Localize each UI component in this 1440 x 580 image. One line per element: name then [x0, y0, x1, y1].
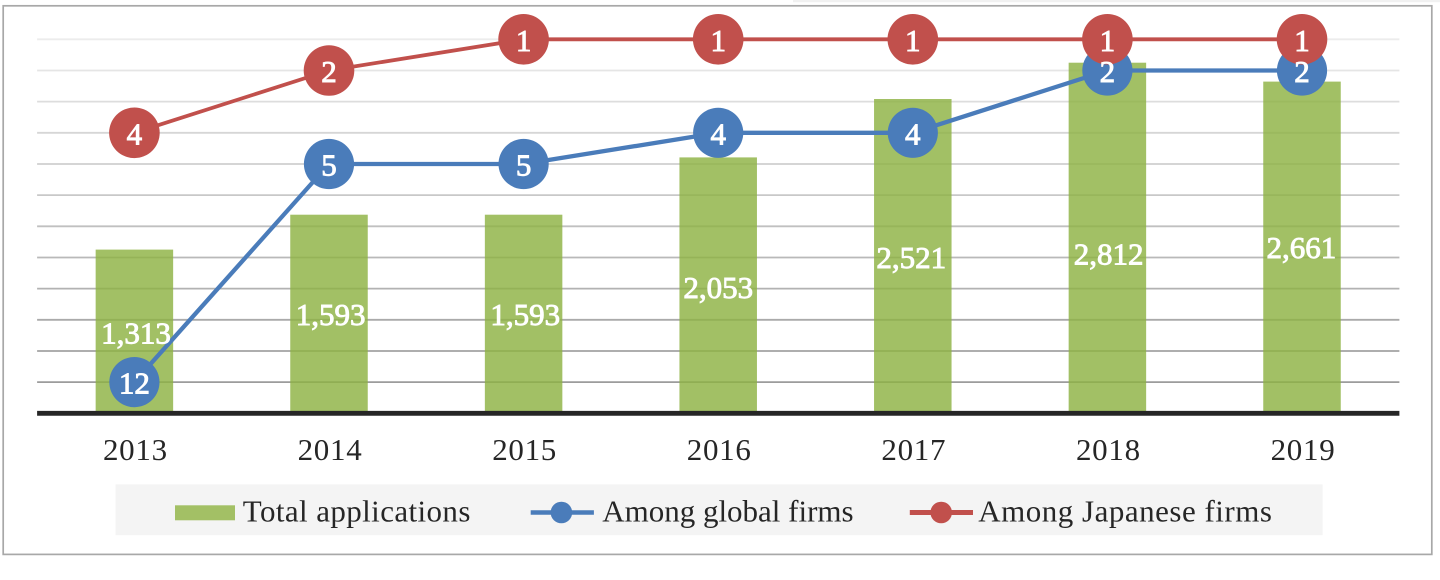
svg-text:2: 2 — [1100, 54, 1116, 89]
svg-text:1: 1 — [905, 23, 921, 58]
svg-text:1,313: 1,313 — [101, 316, 171, 351]
svg-text:2017: 2017 — [881, 432, 946, 467]
svg-text:1: 1 — [1100, 23, 1116, 58]
svg-text:2: 2 — [321, 54, 337, 89]
svg-text:2013: 2013 — [103, 432, 168, 467]
svg-text:1: 1 — [710, 23, 726, 58]
svg-text:1: 1 — [516, 23, 532, 58]
svg-text:2016: 2016 — [687, 432, 752, 467]
svg-text:2,053: 2,053 — [683, 270, 753, 305]
svg-text:1,593: 1,593 — [296, 297, 366, 332]
svg-text:2018: 2018 — [1076, 432, 1141, 467]
svg-text:2: 2 — [1294, 54, 1310, 89]
svg-text:4: 4 — [905, 116, 921, 151]
svg-text:5: 5 — [516, 148, 532, 183]
svg-text:2,661: 2,661 — [1267, 230, 1337, 265]
svg-text:4: 4 — [710, 116, 726, 151]
svg-text:2019: 2019 — [1271, 432, 1336, 467]
svg-text:Among Japanese firms: Among Japanese firms — [978, 494, 1272, 529]
svg-text:4: 4 — [127, 116, 143, 151]
svg-text:2,521: 2,521 — [876, 240, 946, 275]
svg-text:2,812: 2,812 — [1074, 237, 1144, 272]
svg-text:1: 1 — [1294, 23, 1310, 58]
svg-text:Among global firms: Among global firms — [602, 494, 853, 529]
svg-text:1,593: 1,593 — [490, 297, 560, 332]
svg-text:Total applications: Total applications — [243, 494, 471, 529]
svg-text:12: 12 — [119, 366, 150, 401]
svg-text:2015: 2015 — [492, 432, 557, 467]
svg-text:2014: 2014 — [298, 432, 363, 467]
svg-text:5: 5 — [321, 148, 337, 183]
